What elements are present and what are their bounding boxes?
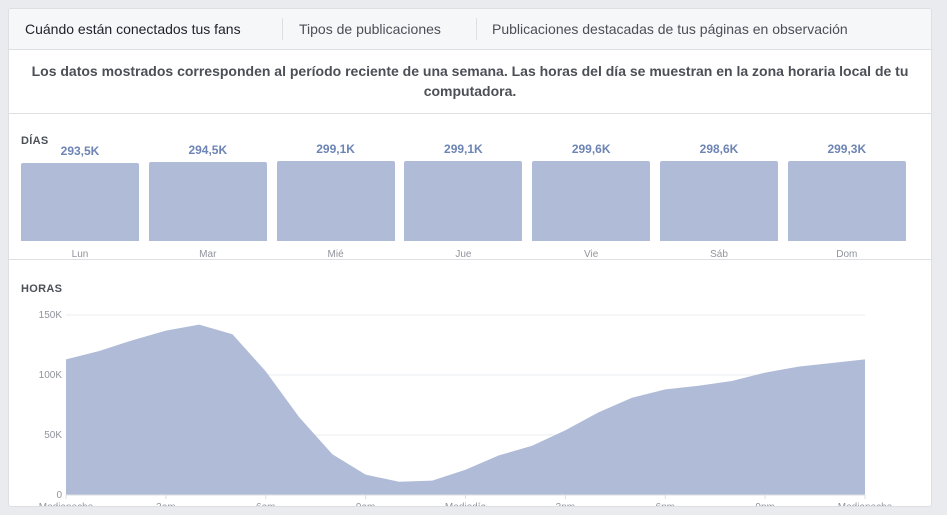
day-label: Dom: [836, 249, 858, 260]
day-value-label: 299,6K: [571, 142, 611, 156]
hours-area-chart: 0 50K 100K 150K Medianoche 3am 6am 9am Mediodía 3…: [39, 310, 893, 507]
y-tick-label: 0: [56, 490, 62, 501]
tab-divider: [282, 18, 283, 40]
audience-online-panel: Cuándo están conectados tus fans Tipos d…: [8, 8, 932, 507]
day-bar[interactable]: [787, 161, 906, 241]
tab-top-posts-watched-pages[interactable]: Publicaciones destacadas de tus páginas …: [492, 21, 848, 37]
x-tick-label: 3pm: [556, 502, 575, 507]
x-tick-label: 3am: [156, 502, 175, 507]
day-bar[interactable]: [276, 161, 395, 241]
x-tick-label: 6am: [256, 502, 275, 507]
day-column-mar: 294,5K Mar: [148, 115, 267, 260]
tab-divider: [476, 18, 477, 40]
day-label: Lun: [71, 249, 89, 260]
day-label: Sáb: [710, 249, 728, 260]
day-label: Mié: [327, 249, 344, 260]
day-bar[interactable]: [532, 161, 651, 241]
tab-bar: Cuándo están conectados tus fans Tipos d…: [9, 9, 931, 50]
x-tick-label: Medianoche: [838, 502, 893, 507]
day-value-label: 299,1K: [444, 142, 483, 156]
y-tick-label: 150K: [39, 310, 63, 321]
timezone-notice: Los datos mostrados corresponden al perí…: [9, 51, 931, 114]
tab-when-fans-online[interactable]: Cuándo están conectados tus fans: [25, 21, 241, 37]
hours-section: HORAS 0 50K 100K 150K Medianoche 3am 6am 9am Med…: [9, 261, 931, 507]
day-bar[interactable]: [404, 161, 523, 241]
day-bar[interactable]: [660, 161, 778, 241]
day-value-label: 299,1K: [316, 142, 355, 156]
day-label: Vie: [584, 249, 599, 260]
hours-area-series: [66, 324, 865, 495]
x-tick-label: Mediodía: [445, 502, 487, 507]
day-value-label: 298,6K: [699, 142, 739, 156]
x-tick-label: Medianoche: [39, 502, 94, 507]
y-tick-label: 50K: [44, 430, 62, 441]
x-tick-label: 9pm: [755, 502, 774, 507]
day-label: Jue: [455, 249, 472, 260]
x-tick-label: 6pm: [656, 502, 675, 507]
day-bar[interactable]: [21, 163, 139, 241]
day-value-label: 293,5K: [60, 144, 100, 158]
days-title: DÍAS: [21, 135, 49, 147]
days-section: DÍAS 293,5K Lun 294,5K Mar 299,1K Mié 299,1K Ju…: [9, 115, 931, 260]
day-value-label: 299,3K: [827, 142, 867, 156]
x-tick-label: 9am: [356, 502, 375, 507]
hours-title: HORAS: [21, 283, 63, 295]
day-column-jue: 299,1K Jue: [404, 115, 523, 260]
day-column-dom: 299,3K Dom: [787, 115, 906, 260]
y-tick-label: 100K: [39, 370, 63, 381]
tab-post-types[interactable]: Tipos de publicaciones: [299, 21, 441, 37]
day-column-vie: 299,6K Vie: [532, 115, 651, 260]
day-column-mié: 299,1K Mié: [276, 115, 395, 260]
day-column-lun: 293,5K Lun: [21, 115, 139, 260]
day-value-label: 294,5K: [188, 143, 228, 157]
day-column-sáb: 298,6K Sáb: [660, 115, 778, 260]
day-bar[interactable]: [148, 162, 267, 241]
day-label: Mar: [199, 249, 217, 260]
